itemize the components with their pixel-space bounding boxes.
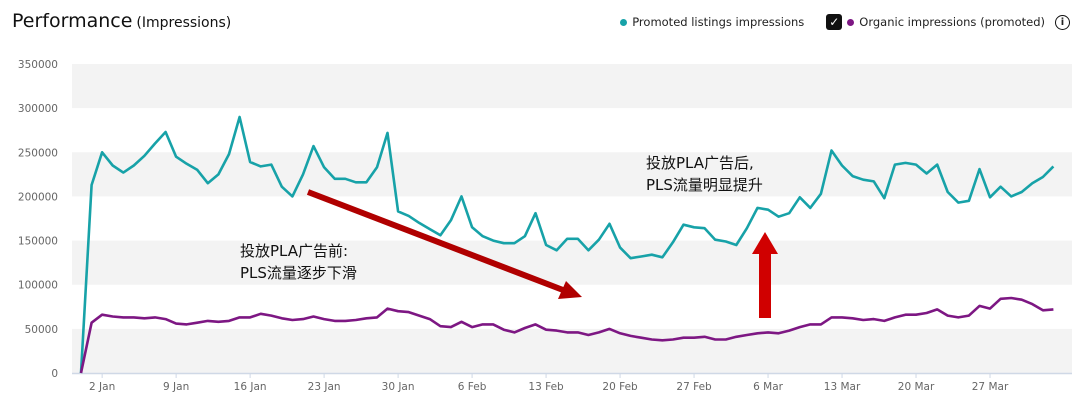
decline-arrow-head xyxy=(558,281,582,299)
x-tick-label: 20 Mar xyxy=(898,381,935,393)
x-tick-label: 2 Jan xyxy=(89,381,115,393)
subtitle-text: (Impressions) xyxy=(136,15,232,31)
annotation-before-line2: PLS流量逐步下滑 xyxy=(240,264,357,282)
annotation-after-line1: 投放PLA广告后, xyxy=(646,154,754,172)
legend-organic[interactable]: Organic impressions (promoted) xyxy=(859,15,1045,29)
annotation-after: 投放PLA广告后, PLS流量明显提升 xyxy=(646,152,763,196)
x-tick-label: 9 Jan xyxy=(163,381,189,393)
y-tick-label: 0 xyxy=(51,368,58,380)
increase-arrow-head xyxy=(752,232,778,254)
y-tick-label: 200000 xyxy=(18,191,58,203)
x-tick-label: 23 Jan xyxy=(308,381,341,393)
grid-band xyxy=(72,64,1072,109)
promoted-legend-dot xyxy=(620,18,628,26)
grid-band xyxy=(72,240,1072,285)
legend: Promoted listings impressions ✓ Organic … xyxy=(620,14,1070,30)
x-tick-label: 13 Mar xyxy=(824,381,861,393)
promoted-series-line xyxy=(79,115,1055,374)
y-tick-label: 150000 xyxy=(18,236,58,248)
x-tick-label: 27 Feb xyxy=(676,381,712,393)
y-tick-label: 50000 xyxy=(25,324,58,336)
annotation-before: 投放PLA广告前: PLS流量逐步下滑 xyxy=(240,240,357,284)
x-tick-label: 16 Jan xyxy=(234,381,267,393)
y-tick-label: 350000 xyxy=(18,59,58,71)
x-tick-label: 6 Feb xyxy=(458,381,487,393)
organic-checkbox[interactable]: ✓ xyxy=(826,14,843,30)
title-text: Performance xyxy=(12,10,133,32)
x-tick-label: 20 Feb xyxy=(602,381,638,393)
legend-promoted[interactable]: Promoted listings impressions xyxy=(632,15,805,29)
increase-arrow-shaft xyxy=(759,252,771,318)
annotation-before-line1: 投放PLA广告前: xyxy=(240,242,349,260)
organic-series-line xyxy=(79,296,1054,374)
y-tick-label: 250000 xyxy=(18,147,58,159)
annotation-after-line2: PLS流量明显提升 xyxy=(646,176,763,194)
decline-arrow-shaft xyxy=(306,189,565,293)
x-tick-label: 30 Jan xyxy=(382,381,415,393)
chart-title: Performance (Impressions) xyxy=(12,10,231,32)
grid-band xyxy=(72,328,1072,373)
x-tick-label: 13 Feb xyxy=(528,381,564,393)
grid-band xyxy=(72,152,1072,197)
y-tick-label: 300000 xyxy=(18,103,58,115)
organic-legend-dot xyxy=(847,18,855,26)
x-tick-label: 6 Mar xyxy=(753,381,784,393)
x-tick-label: 27 Mar xyxy=(972,381,1009,393)
y-tick-label: 100000 xyxy=(18,280,58,292)
info-icon[interactable]: i xyxy=(1055,14,1070,30)
